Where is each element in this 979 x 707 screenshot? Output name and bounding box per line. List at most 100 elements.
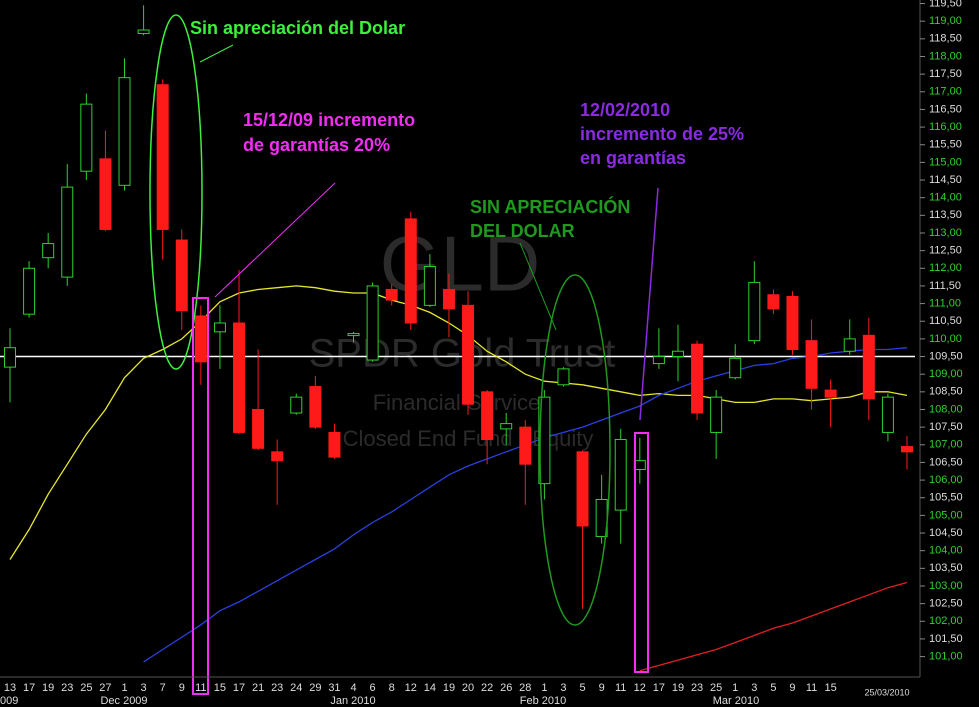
candle-body-up bbox=[614, 438, 627, 511]
y-tick-label: 102,00 bbox=[929, 615, 963, 627]
y-tick-label: 112,50 bbox=[929, 245, 962, 257]
watermark: GLD SPDR Gold Trust Financial Services C… bbox=[309, 220, 616, 451]
x-tick-label: 11 bbox=[615, 682, 626, 694]
candle-body-up bbox=[23, 267, 36, 315]
y-tick-label: 117,50 bbox=[929, 68, 962, 80]
y-tick-label: 114,50 bbox=[929, 174, 962, 186]
watermark-type: Closed End Fund - Equity bbox=[343, 426, 594, 451]
candle-body-down bbox=[691, 343, 704, 414]
y-tick-label: 110,50 bbox=[929, 315, 962, 327]
pointer-line bbox=[639, 187, 659, 421]
y-tick-label: 103,50 bbox=[929, 562, 963, 574]
y-tick-label: 102,50 bbox=[929, 598, 963, 610]
x-tick-label: 27 bbox=[99, 682, 111, 694]
x-tick-label: 19 bbox=[672, 682, 684, 694]
x-tick-label: 19 bbox=[443, 682, 455, 694]
x-tick-label: 3 bbox=[141, 682, 147, 694]
y-tick-label: 115,00 bbox=[929, 156, 962, 168]
candle-body-up bbox=[729, 357, 742, 379]
moving-average bbox=[9, 285, 908, 560]
candle-body-up bbox=[290, 396, 303, 414]
candle-body-down bbox=[767, 294, 780, 310]
candle-body-up bbox=[881, 396, 894, 433]
y-tick-label: 101,00 bbox=[929, 650, 963, 662]
candle-body-down bbox=[824, 389, 837, 398]
month-label: Dec 2009 bbox=[100, 695, 147, 707]
y-tick-label: 113,50 bbox=[929, 209, 962, 221]
highlight-ellipse bbox=[149, 14, 203, 370]
highlight-box bbox=[634, 432, 649, 673]
x-tick-label: 31 bbox=[328, 682, 340, 694]
y-tick-label: 113,00 bbox=[929, 227, 962, 239]
x-tick-label: 5 bbox=[770, 682, 776, 694]
y-tick-label: 115,50 bbox=[929, 139, 962, 151]
y-tick-label: 119,00 bbox=[929, 15, 962, 27]
y-tick-label: 111,00 bbox=[929, 297, 961, 309]
y-tick-label: 106,50 bbox=[929, 456, 963, 468]
x-tick-label: 19 bbox=[42, 682, 54, 694]
axes: 101,00 101,50 102,00 102,50 103,00 103,50 104,… bbox=[4, 0, 963, 694]
y-tick-label: 107,50 bbox=[929, 421, 963, 433]
y-tick-label: 119,50 bbox=[929, 0, 962, 9]
candle-body-down bbox=[576, 451, 589, 527]
candle-body-up bbox=[843, 338, 856, 352]
x-tick-label: 3 bbox=[560, 682, 566, 694]
candle-body-down bbox=[786, 296, 799, 350]
candle-body-down bbox=[901, 446, 913, 453]
x-tick-label: 7 bbox=[160, 682, 166, 694]
x-tick-label: 12 bbox=[634, 682, 646, 694]
x-tick-label: 23 bbox=[271, 682, 283, 694]
x-tick-label: 25 bbox=[80, 682, 92, 694]
highlight-ellipse bbox=[539, 274, 611, 626]
x-tick-label: 11 bbox=[806, 682, 817, 694]
candle-body-down bbox=[862, 334, 875, 400]
y-tick-label: 110,00 bbox=[929, 333, 962, 345]
annotation: incremento de 25% bbox=[580, 124, 744, 144]
y-tick-label: 117,00 bbox=[929, 86, 962, 98]
candle-body-up bbox=[423, 266, 436, 306]
moving-average bbox=[639, 581, 908, 672]
annotation: 12/02/2010 bbox=[580, 100, 670, 120]
x-tick-label: 28 bbox=[519, 682, 531, 694]
candle-body-up bbox=[347, 333, 360, 337]
candle-body-up bbox=[652, 356, 665, 365]
x-tick-label: 22 bbox=[481, 682, 493, 694]
x-tick-label: 9 bbox=[599, 682, 605, 694]
x-tick-label: 23 bbox=[61, 682, 73, 694]
x-tick-label: 17 bbox=[233, 682, 245, 694]
pointer-line bbox=[214, 182, 336, 298]
y-tick-label: 109,00 bbox=[929, 368, 963, 380]
y-tick-label: 112,00 bbox=[929, 262, 962, 274]
x-tick-label: 11 bbox=[195, 682, 206, 694]
x-tick-label: 17 bbox=[653, 682, 665, 694]
y-tick-label: 118,00 bbox=[929, 50, 962, 62]
candle-body-up bbox=[4, 347, 16, 368]
y-tick-label: 118,50 bbox=[929, 33, 962, 45]
candle-body-up bbox=[137, 29, 150, 35]
x-tick-label: 1 bbox=[121, 682, 127, 694]
candle-body-down bbox=[271, 451, 284, 462]
y-tick-label: 116,50 bbox=[929, 103, 962, 115]
y-tick-label: 109,50 bbox=[929, 350, 963, 362]
x-tick-label: 9 bbox=[179, 682, 185, 694]
annotations: Sin apreciación del Dolar 15/12/09 incre… bbox=[190, 18, 744, 241]
candle-body-down bbox=[404, 218, 417, 324]
candle-body-up bbox=[366, 285, 379, 361]
x-tick-label: 23 bbox=[691, 682, 703, 694]
candle-body-up bbox=[538, 396, 551, 485]
x-tick-label: 24 bbox=[290, 682, 302, 694]
month-label: Mar 2010 bbox=[713, 695, 759, 707]
candle-body-down bbox=[194, 315, 207, 363]
candle-body-up bbox=[500, 423, 513, 430]
y-tick-label: 105,00 bbox=[929, 509, 963, 521]
x-tick-label: 17 bbox=[23, 682, 35, 694]
candle-body-down bbox=[252, 408, 265, 449]
candle-body-down bbox=[156, 84, 169, 230]
annotation: Sin apreciación del Dolar bbox=[190, 18, 405, 38]
highlight-box bbox=[192, 297, 209, 695]
candle-body-up bbox=[118, 77, 131, 186]
y-tick-label: 101,50 bbox=[929, 633, 963, 645]
candles bbox=[4, 5, 913, 609]
x-tick-label: 29 bbox=[309, 682, 321, 694]
x-tick-label: 4 bbox=[350, 682, 356, 694]
